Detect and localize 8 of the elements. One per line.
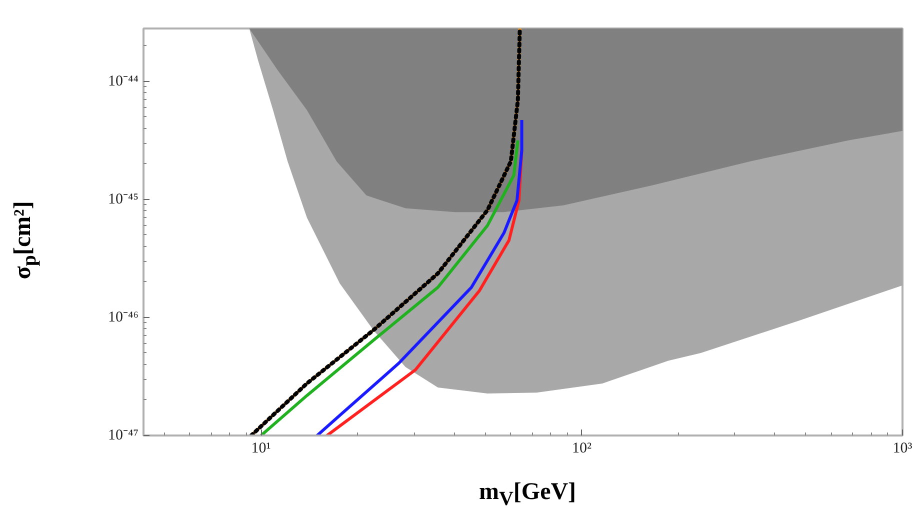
y-tick-label: 10⁻⁴⁵ (108, 191, 139, 208)
y-tick-label: 10⁻⁴⁶ (108, 309, 139, 326)
x-axis-title: m$_{V}$[GeV] (478, 478, 578, 512)
y-tick-label: 10⁻⁴⁷ (108, 428, 139, 444)
y-tick-label: 10⁻⁴⁴ (108, 73, 139, 90)
x-tick-label: 10¹ (251, 440, 271, 456)
x-tick-label: 10² (572, 440, 592, 456)
x-tick-label: 10³ (892, 440, 913, 456)
